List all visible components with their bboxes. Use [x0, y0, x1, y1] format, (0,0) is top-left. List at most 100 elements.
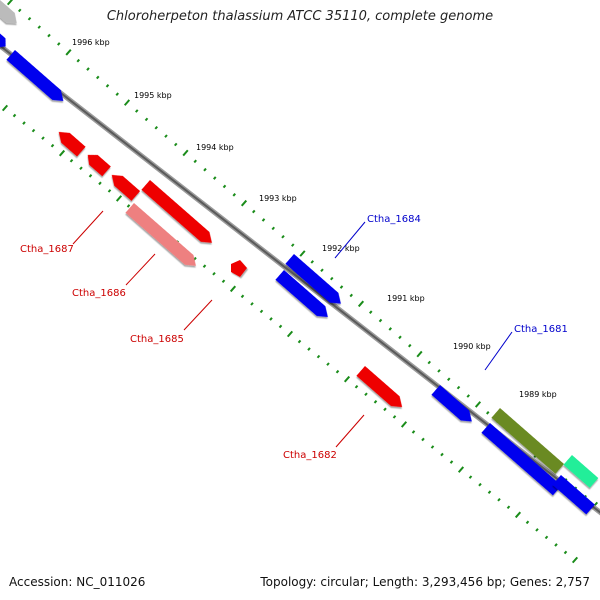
gene-label-leader — [72, 210, 104, 245]
gene-feature[interactable] — [83, 150, 111, 177]
scale-label: 1989 kbp — [519, 390, 557, 399]
outer-tick — [232, 193, 236, 197]
inner-tick — [88, 174, 93, 178]
outer-tick — [18, 8, 22, 13]
outer-tick — [261, 218, 266, 222]
outer-tick — [447, 377, 451, 382]
outer-tick — [271, 226, 275, 231]
gene-label-ctha_1687[interactable]: Ctha_1687 — [20, 244, 74, 255]
outer-tick — [182, 149, 189, 157]
gene-label-leader — [125, 253, 156, 286]
gene-label-ctha_1685[interactable]: Ctha_1685 — [130, 334, 184, 345]
scale-label: 1996 kbp — [72, 38, 110, 47]
gene-label-leader — [484, 331, 513, 371]
outer-tick — [135, 109, 139, 113]
inner-tick — [400, 421, 408, 428]
inner-tick — [229, 285, 237, 293]
outer-tick — [86, 67, 90, 71]
outer-tick — [486, 410, 490, 415]
gene-feature[interactable] — [54, 127, 86, 157]
gene-feature[interactable] — [552, 475, 595, 515]
gene-feature[interactable] — [231, 260, 247, 277]
scale-label: 1994 kbp — [196, 143, 234, 152]
outer-tick — [213, 176, 217, 180]
gene-label-ctha_1682[interactable]: Ctha_1682 — [283, 450, 337, 461]
inner-tick — [514, 511, 522, 519]
gene-ctha_1685[interactable] — [141, 180, 216, 248]
inner-tick — [126, 204, 131, 208]
inner-tick — [259, 309, 264, 314]
scale-label: 1992 kbp — [322, 244, 360, 253]
outer-tick — [408, 343, 412, 348]
outer-tick — [174, 142, 178, 147]
outer-tick — [357, 300, 365, 308]
inner-tick — [307, 347, 311, 351]
inner-tick — [421, 437, 425, 442]
outer-tick — [281, 234, 285, 239]
outer-tick — [456, 385, 461, 390]
outer-tick — [37, 25, 41, 29]
inner-tick — [115, 195, 123, 202]
outer-tick — [164, 134, 168, 138]
gene-label-ctha_1684[interactable]: Ctha_1684 — [367, 214, 421, 225]
gene-feature[interactable] — [0, 30, 10, 51]
outer-tick — [320, 268, 324, 273]
outer-tick — [310, 260, 314, 264]
inner-tick — [571, 556, 579, 564]
gene-ctha_1687[interactable] — [107, 170, 141, 201]
outer-tick — [115, 92, 119, 97]
inner-tick — [411, 430, 416, 434]
scale-ticks-inner — [1, 104, 579, 564]
scale-label: 1993 kbp — [259, 194, 297, 203]
scale-ticks-outer — [6, 0, 599, 509]
outer-tick — [193, 159, 197, 164]
inner-tick — [335, 369, 340, 374]
inner-tick — [250, 302, 254, 306]
outer-tick — [369, 310, 373, 314]
gene-ctha_1686[interactable] — [125, 203, 200, 271]
gene-feature[interactable] — [275, 270, 332, 322]
gene-label-ctha_1681[interactable]: Ctha_1681 — [514, 324, 568, 335]
gene-label-ctha_1686[interactable]: Ctha_1686 — [72, 288, 126, 299]
inner-tick — [430, 445, 435, 449]
inner-tick — [269, 317, 273, 321]
gene-ctha_1681[interactable] — [431, 385, 476, 426]
gene-feature[interactable] — [481, 423, 562, 496]
inner-tick — [212, 271, 216, 276]
outer-tick — [154, 125, 158, 130]
outer-tick — [240, 199, 248, 207]
outer-tick — [96, 75, 100, 80]
inner-tick — [440, 452, 444, 457]
inner-tick — [107, 189, 112, 193]
outer-tick — [330, 276, 334, 281]
inner-tick — [383, 407, 387, 412]
outer-tick — [27, 16, 32, 21]
gene-label-leader — [334, 221, 366, 259]
outer-tick — [203, 167, 207, 172]
outer-tick — [47, 33, 51, 38]
scale-label: 1990 kbp — [453, 342, 491, 351]
inner-tick — [69, 158, 74, 163]
inner-tick — [1, 104, 9, 112]
inner-tick — [544, 535, 549, 540]
inner-tick — [487, 490, 492, 494]
gene-feature[interactable] — [0, 0, 21, 28]
inner-tick — [457, 466, 465, 473]
scale-labels: 1996 kbp 1995 kbp 1994 kbp 1993 kbp 1992 kbp… — [72, 38, 557, 399]
outer-tick — [252, 209, 256, 214]
gene-feature[interactable] — [563, 455, 599, 488]
gene-labels: Ctha_1687 Ctha_1686 Ctha_1685 Ctha_1684 Ctha… — [20, 210, 568, 461]
gene-ctha_1682[interactable] — [356, 366, 406, 412]
inner-tick — [50, 143, 55, 148]
inner-tick — [286, 330, 294, 338]
inner-tick — [525, 520, 530, 525]
gene-feature[interactable] — [491, 408, 564, 474]
gene-feature[interactable] — [6, 50, 67, 106]
inner-tick — [373, 400, 378, 404]
inner-tick — [554, 543, 558, 547]
gene-ctha_1684[interactable] — [285, 254, 345, 309]
outer-tick — [6, 0, 14, 6]
inner-tick — [22, 121, 26, 125]
inner-tick — [316, 354, 321, 359]
